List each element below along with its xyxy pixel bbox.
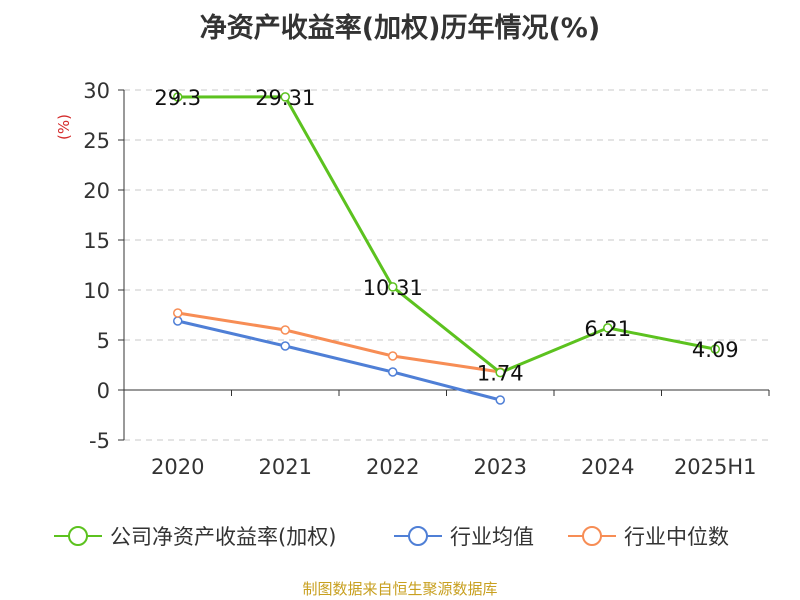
data-point [388, 351, 398, 361]
series-line [177, 311, 501, 374]
data-point [495, 367, 505, 378]
data-label: 10.31 [363, 276, 423, 300]
y-tick-label: 25 [83, 129, 110, 153]
source-note: 制图数据来自恒生聚源数据库 [302, 580, 498, 598]
x-tick-label: 2025H1 [674, 455, 757, 479]
data-point [173, 316, 183, 326]
data-point [603, 323, 613, 333]
x-tick-label: 2023 [474, 455, 527, 479]
y-tick-label: 15 [83, 229, 110, 253]
data-label-layer: 29.3 29.31 10.31 1.74 6.21 4.09 [154, 86, 738, 386]
data-label: 6.21 [584, 317, 631, 341]
data-point [173, 92, 183, 102]
legend-item: 公司净资产收益率(加权) [54, 525, 336, 549]
legend-item: 行业中位数 [568, 525, 729, 549]
x-tick-label: 2022 [366, 455, 419, 479]
y-axis-label: (%) [55, 114, 73, 140]
y-tick-label: 10 [83, 279, 110, 303]
data-point [710, 344, 720, 354]
legend-marker [408, 526, 428, 546]
grid-layer [124, 89, 769, 441]
legend-marker [582, 526, 602, 546]
data-point [495, 395, 505, 405]
data-label: 1.74 [477, 362, 524, 386]
data-point [280, 341, 290, 351]
x-tick-label: 2021 [259, 455, 312, 479]
legend-marker [68, 526, 88, 546]
data-point [173, 308, 183, 318]
x-tick-label: 2020 [151, 455, 204, 479]
data-point [280, 325, 290, 335]
axis-layer: -5 0 5 10 15 20 25 30 2020 2021 2022 2023 2024 2025H1… [55, 79, 770, 479]
series-layer [173, 92, 720, 405]
legend-label: 行业中位数 [624, 525, 729, 549]
legend: 公司净资产收益率(加权) 行业均值 行业中位数 [54, 525, 729, 549]
legend-label: 行业均值 [450, 525, 534, 549]
data-point [388, 367, 398, 377]
legend-label: 公司净资产收益率(加权) [110, 525, 336, 549]
data-point [388, 282, 398, 292]
chart-title: 净资产收益率(加权)历年情况(%) [199, 13, 601, 44]
y-tick-label: 30 [83, 79, 110, 103]
data-label: 29.31 [255, 86, 315, 110]
series-line [177, 319, 501, 402]
y-tick-label: 5 [97, 329, 110, 353]
y-tick-label: 20 [83, 179, 110, 203]
legend-item: 行业均值 [394, 525, 534, 549]
x-tick-label: 2024 [581, 455, 634, 479]
data-label: 29.3 [154, 86, 201, 110]
y-tick-label: 0 [97, 379, 110, 403]
data-point [280, 92, 290, 102]
series-line [177, 95, 716, 375]
data-label: 4.09 [692, 338, 739, 362]
y-tick-label: -5 [89, 429, 110, 453]
